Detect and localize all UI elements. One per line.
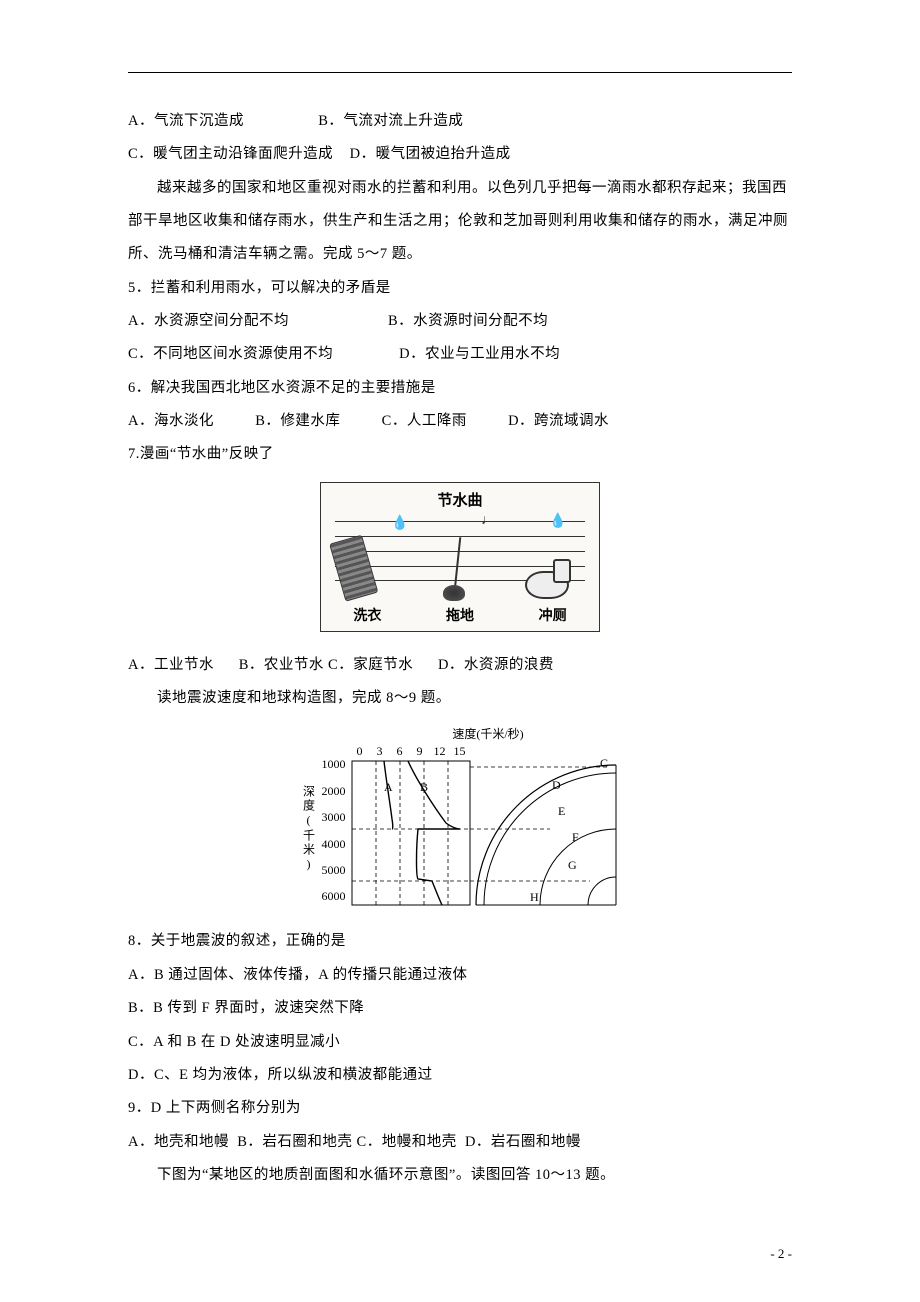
q8-optB: B．B 传到 F 界面时，波速突然下降 [128, 992, 792, 1025]
curve-B [408, 761, 460, 905]
passage-5-7: 越来越多的国家和地区重视对雨水的拦蓄和利用。以色列几乎把每一滴雨水都积存起来；我… [128, 172, 792, 272]
label-F: F [572, 830, 579, 844]
xtick: 6 [390, 744, 410, 759]
q4-optA: A．气流下沉造成 [128, 113, 244, 129]
seis-svg: A B C D [350, 759, 620, 909]
q6-optC: C．人工降雨 [382, 413, 467, 429]
caption-wash: 洗衣 [353, 605, 381, 625]
ytick: 1000 [322, 758, 346, 770]
q7-optD: D．水资源的浪费 [438, 657, 554, 673]
q4-optC: C．暖气团主动沿锋面爬升造成 [128, 146, 333, 162]
seis-ylabel: 深度(千米) [301, 785, 318, 873]
seis-yticks: 1000 2000 3000 4000 5000 6000 [322, 758, 346, 902]
page-number: - 2 - [770, 1246, 792, 1262]
cartoon-wrap: 节水曲 💧 ♩ 💧 洗衣 拖地 冲厕 [128, 482, 792, 637]
xtick: 0 [350, 744, 370, 759]
q9-stem: 9．D 上下两侧名称分别为 [128, 1092, 792, 1125]
seis-xlabel: 速度(千米/秒) [357, 725, 620, 742]
q7-row: A．工业节水 B．农业节水 C．家庭节水 D．水资源的浪费 [128, 649, 792, 682]
q5-optB: B．水资源时间分配不均 [388, 313, 548, 329]
q4-optD: D．暖气团被迫抬升造成 [350, 146, 511, 162]
cartoon-saving-water: 节水曲 💧 ♩ 💧 洗衣 拖地 冲厕 [320, 482, 600, 632]
water-drop-icon: ♩ [481, 513, 495, 529]
ytick: 6000 [322, 890, 346, 902]
ytick: 4000 [322, 838, 346, 850]
passage-8-9: 读地震波速度和地球构造图，完成 8～9 题。 [128, 682, 792, 715]
label-C: C [600, 759, 608, 770]
q8-optC: C．A 和 B 在 D 处波速明显减小 [128, 1026, 792, 1059]
seis-svg-box: 0 3 6 9 12 15 [350, 744, 620, 913]
xtick: 9 [410, 744, 430, 759]
q6-optA: A．海水淡化 [128, 413, 214, 429]
cartoon-captions: 洗衣 拖地 冲厕 [321, 605, 599, 625]
ytick: 2000 [322, 785, 346, 797]
xtick: 3 [370, 744, 390, 759]
q5-optA: A．水资源空间分配不均 [128, 313, 289, 329]
q5-row2: C．不同地区间水资源使用不均 D．农业与工业用水不均 [128, 338, 792, 371]
q8-optD: D．C、E 均为液体，所以纵波和横波都能通过 [128, 1059, 792, 1092]
chart-frame [352, 761, 470, 905]
mop-head-icon [443, 585, 465, 601]
arc-outer [476, 765, 616, 905]
passage-10-13: 下图为“某地区的地质剖面图和水循环示意图”。读图回答 10～13 题。 [128, 1159, 792, 1192]
arc-H [588, 877, 616, 905]
q4-row1: A．气流下沉造成 B．气流对流上升造成 [128, 105, 792, 138]
q5-row1: A．水资源空间分配不均 B．水资源时间分配不均 [128, 305, 792, 338]
caption-flush: 冲厕 [539, 605, 567, 625]
ytick: 3000 [322, 811, 346, 823]
q8-stem: 8．关于地震波的叙述，正确的是 [128, 925, 792, 958]
q6-stem: 6．解决我国西北地区水资源不足的主要措施是 [128, 372, 792, 405]
q8-optA: A．B 通过固体、液体传播，A 的传播只能通过液体 [128, 959, 792, 992]
q4-optB: B．气流对流上升造成 [318, 113, 463, 129]
q6-optD: D．跨流域调水 [508, 413, 609, 429]
q7-optC: C．家庭节水 [328, 657, 413, 673]
top-rule [128, 72, 792, 73]
toilet-icon [525, 571, 569, 599]
ytick: 5000 [322, 864, 346, 876]
page: A．气流下沉造成 B．气流对流上升造成 C．暖气团主动沿锋面爬升造成 D．暖气团… [0, 0, 920, 1302]
xtick: 15 [450, 744, 470, 759]
label-D: D [552, 778, 561, 792]
q4-row2: C．暖气团主动沿锋面爬升造成 D．暖气团被迫抬升造成 [128, 138, 792, 171]
q7-stem: 7.漫画“节水曲”反映了 [128, 438, 792, 471]
q5-optC: C．不同地区间水资源使用不均 [128, 346, 333, 362]
curve-A [384, 761, 393, 829]
q5-optD: D．农业与工业用水不均 [399, 346, 560, 362]
label-G: G [568, 858, 577, 872]
label-B: B [420, 780, 428, 794]
q9-optC: C．地幔和地壳 [357, 1134, 457, 1150]
q9-row: A．地壳和地幔 B．岩石圈和地壳 C．地幔和地壳 D．岩石圈和地幔 [128, 1126, 792, 1159]
seis-wrap: 速度(千米/秒) 深度(千米) 1000 2000 3000 4000 5000… [128, 725, 792, 913]
seismic-diagram: 速度(千米/秒) 深度(千米) 1000 2000 3000 4000 5000… [301, 725, 620, 913]
q7-optA: A．工业节水 [128, 657, 214, 673]
water-drop-icon: 💧 [391, 515, 408, 532]
q5-stem: 5．拦蓄和利用雨水，可以解决的矛盾是 [128, 272, 792, 305]
seis-xticks: 0 3 6 9 12 15 [350, 744, 470, 759]
q9-optA: A．地壳和地幔 [128, 1134, 229, 1150]
cartoon-title: 节水曲 [321, 489, 599, 510]
q9-optB: B．岩石圈和地壳 [237, 1134, 352, 1150]
q6-row: A．海水淡化 B．修建水库 C．人工降雨 D．跨流域调水 [128, 405, 792, 438]
q9-optD: D．岩石圈和地幔 [465, 1134, 581, 1150]
q7-optB: B．农业节水 [239, 657, 324, 673]
label-E: E [558, 804, 565, 818]
water-drop-icon: 💧 [549, 513, 566, 530]
xtick: 12 [430, 744, 450, 759]
label-A: A [384, 780, 393, 794]
caption-mop: 拖地 [446, 605, 474, 625]
q6-optB: B．修建水库 [255, 413, 340, 429]
label-H: H [530, 890, 539, 904]
